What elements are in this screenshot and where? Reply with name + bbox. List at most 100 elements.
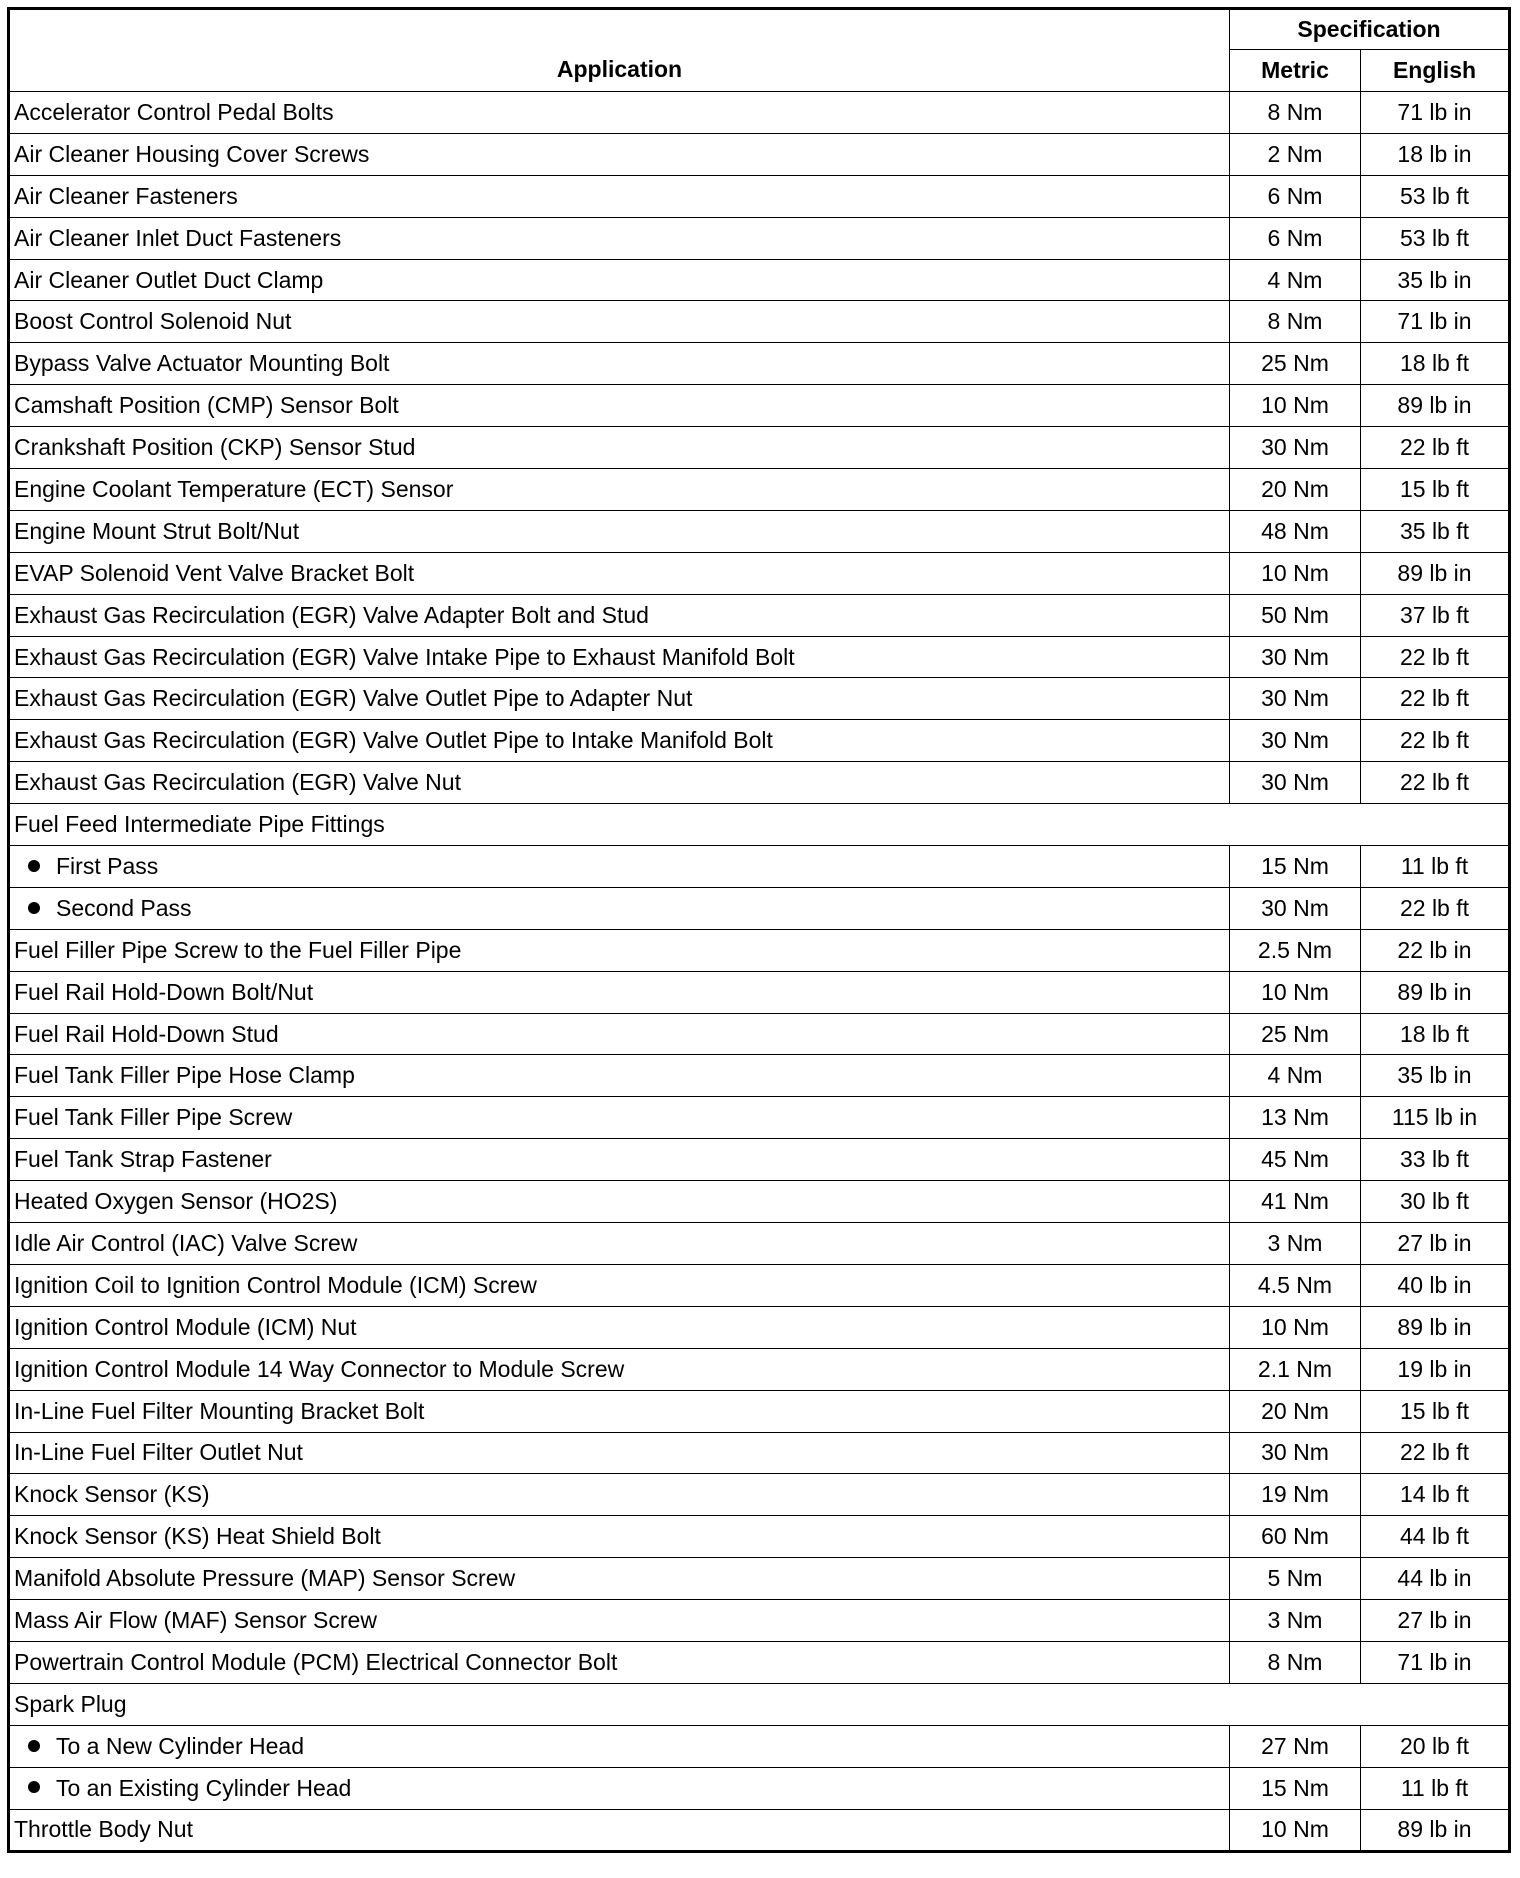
english-cell: 22 lb ft (1360, 426, 1510, 470)
application-text: Fuel Tank Strap Fastener (14, 1146, 272, 1173)
table-row: Throttle Body Nut 10 Nm 89 lb in (8, 1808, 1510, 1853)
metric-cell: 27 Nm (1229, 1724, 1361, 1768)
metric-cell: 8 Nm (1229, 300, 1361, 344)
table-row: Engine Coolant Temperature (ECT) Sensor 2… (8, 468, 1510, 511)
table-row: Knock Sensor (KS) 19 Nm 14 lb ft (8, 1473, 1510, 1517)
table-row: Fuel Rail Hold-Down Bolt/Nut 10 Nm 89 lb i… (8, 970, 1510, 1014)
english-cell: 27 lb in (1360, 1222, 1510, 1265)
metric-cell: 8 Nm (1229, 1640, 1361, 1684)
english-cell: 33 lb ft (1360, 1138, 1510, 1182)
metric-cell: 8 Nm (1229, 91, 1361, 134)
table-row: Exhaust Gas Recirculation (EGR) Valve Ou… (8, 677, 1510, 721)
application-text: Fuel Rail Hold-Down Bolt/Nut (14, 978, 314, 1005)
application-text: Boost Control Solenoid Nut (14, 308, 292, 335)
application-cell: To an Existing Cylinder Head (8, 1766, 1230, 1810)
metric-cell: 10 Nm (1229, 1305, 1361, 1349)
application-cell: In-Line Fuel Filter Outlet Nut (8, 1431, 1230, 1475)
metric-cell: 30 Nm (1229, 761, 1361, 805)
application-cell: Exhaust Gas Recirculation (EGR) Valve Nu… (8, 761, 1230, 805)
application-cell: Exhaust Gas Recirculation (EGR) Valve Ad… (8, 593, 1230, 637)
application-cell: Ignition Coil to Ignition Control Module… (8, 1263, 1230, 1307)
metric-cell: 4.5 Nm (1229, 1263, 1361, 1307)
bullet-icon (28, 1739, 40, 1752)
bullet-icon (28, 859, 40, 872)
english-cell: 22 lb ft (1360, 1431, 1510, 1475)
application-cell: Mass Air Flow (MAF) Sensor Screw (8, 1599, 1230, 1642)
table-row: Knock Sensor (KS) Heat Shield Bolt 60 Nm 4… (8, 1515, 1510, 1559)
application-text: Fuel Feed Intermediate Pipe Fittings (14, 811, 385, 838)
application-cell: Fuel Tank Filler Pipe Hose Clamp (8, 1054, 1230, 1098)
english-cell: 15 lb ft (1360, 468, 1510, 511)
english-cell: 44 lb in (1360, 1557, 1510, 1601)
english-cell: 20 lb ft (1360, 1724, 1510, 1768)
table-row: Crankshaft Position (CKP) Sensor Stud 30 … (8, 426, 1510, 470)
application-cell: Accelerator Control Pedal Bolts (8, 91, 1230, 134)
english-cell: 89 lb in (1360, 1808, 1510, 1853)
application-cell: Exhaust Gas Recirculation (EGR) Valve In… (8, 635, 1230, 679)
metric-cell: 30 Nm (1229, 635, 1361, 679)
bullet-icon (28, 901, 40, 914)
table-row: Heated Oxygen Sensor (HO2S) 41 Nm 30 lb ft (8, 1180, 1510, 1224)
application-text: Air Cleaner Housing Cover Screws (14, 140, 370, 167)
table-row: Air Cleaner Fasteners 6 Nm 53 lb ft (8, 174, 1510, 218)
application-cell: Air Cleaner Outlet Duct Clamp (8, 258, 1230, 302)
application-cell: Fuel Rail Hold-Down Bolt/Nut (8, 970, 1230, 1014)
application-text: To a New Cylinder Head (56, 1732, 305, 1759)
application-cell: Fuel Filler Pipe Screw to the Fuel Fille… (8, 928, 1230, 972)
metric-cell: 2.5 Nm (1229, 928, 1361, 972)
table-row: In-Line Fuel Filter Mounting Bracket Bol… (8, 1389, 1510, 1433)
english-cell: 89 lb in (1360, 384, 1510, 428)
english-cell: 44 lb ft (1360, 1515, 1510, 1559)
table-row: Camshaft Position (CMP) Sensor Bolt 10 Nm… (8, 384, 1510, 428)
english-cell: 40 lb in (1360, 1263, 1510, 1307)
application-text: Exhaust Gas Recirculation (EGR) Valve Ou… (14, 727, 773, 754)
english-cell: 71 lb in (1360, 91, 1510, 134)
application-cell: Engine Coolant Temperature (ECT) Sensor (8, 468, 1230, 511)
application-cell: Manifold Absolute Pressure (MAP) Sensor … (8, 1557, 1230, 1601)
english-cell: 53 lb ft (1360, 174, 1510, 218)
table-row: In-Line Fuel Filter Outlet Nut 30 Nm 22 lb… (8, 1431, 1510, 1475)
english-cell: 11 lb ft (1360, 845, 1510, 888)
application-text: Second Pass (56, 894, 192, 921)
application-text: EVAP Solenoid Vent Valve Bracket Bolt (14, 559, 415, 586)
application-cell: Engine Mount Strut Bolt/Nut (8, 509, 1230, 553)
english-cell: 35 lb in (1360, 1054, 1510, 1098)
application-cell: Air Cleaner Housing Cover Screws (8, 132, 1230, 176)
table-row: Ignition Coil to Ignition Control Module… (8, 1263, 1510, 1307)
metric-cell: 19 Nm (1229, 1473, 1361, 1517)
application-text: Knock Sensor (KS) (14, 1481, 210, 1508)
table-row: Powertrain Control Module (PCM) Electric… (8, 1640, 1510, 1684)
application-cell: Air Cleaner Fasteners (8, 174, 1230, 218)
table-row: To an Existing Cylinder Head 15 Nm 11 lb f… (8, 1766, 1510, 1810)
metric-cell: 25 Nm (1229, 1012, 1361, 1056)
english-cell: 53 lb ft (1360, 216, 1510, 260)
application-cell: Camshaft Position (CMP) Sensor Bolt (8, 384, 1230, 428)
application-cell: Fuel Tank Filler Pipe Screw (8, 1096, 1230, 1140)
application-cell: Idle Air Control (IAC) Valve Screw (8, 1222, 1230, 1265)
application-text: Powertrain Control Module (PCM) Electric… (14, 1648, 618, 1675)
english-cell: 18 lb in (1360, 132, 1510, 176)
column-header-english: English (1360, 49, 1510, 92)
metric-cell: 30 Nm (1229, 426, 1361, 470)
metric-cell: 20 Nm (1229, 1389, 1361, 1433)
metric-cell: 30 Nm (1229, 719, 1361, 763)
english-cell: 22 lb ft (1360, 761, 1510, 805)
application-cell: Fuel Feed Intermediate Pipe Fittings (8, 803, 1510, 847)
application-cell: To a New Cylinder Head (8, 1724, 1230, 1768)
application-cell: Bypass Valve Actuator Mounting Bolt (8, 342, 1230, 386)
application-cell: Knock Sensor (KS) (8, 1473, 1230, 1517)
metric-cell: 2 Nm (1229, 132, 1361, 176)
column-header-application: Application (8, 8, 1230, 92)
table-row: Boost Control Solenoid Nut 8 Nm 71 lb in (8, 300, 1510, 344)
english-cell: 89 lb in (1360, 970, 1510, 1014)
application-text: Air Cleaner Outlet Duct Clamp (14, 266, 324, 293)
application-text: Exhaust Gas Recirculation (EGR) Valve Ou… (14, 685, 693, 712)
application-cell: Knock Sensor (KS) Heat Shield Bolt (8, 1515, 1230, 1559)
application-text: Air Cleaner Inlet Duct Fasteners (14, 224, 342, 251)
table-row: Air Cleaner Inlet Duct Fasteners 6 Nm 53 l… (8, 216, 1510, 260)
metric-cell: 6 Nm (1229, 216, 1361, 260)
table-row: Exhaust Gas Recirculation (EGR) Valve Ou… (8, 719, 1510, 763)
english-cell: 22 lb in (1360, 928, 1510, 972)
torque-specification-table: Application Specification Metric English… (7, 7, 1511, 1854)
table-row: Fuel Rail Hold-Down Stud 25 Nm 18 lb ft (8, 1012, 1510, 1056)
